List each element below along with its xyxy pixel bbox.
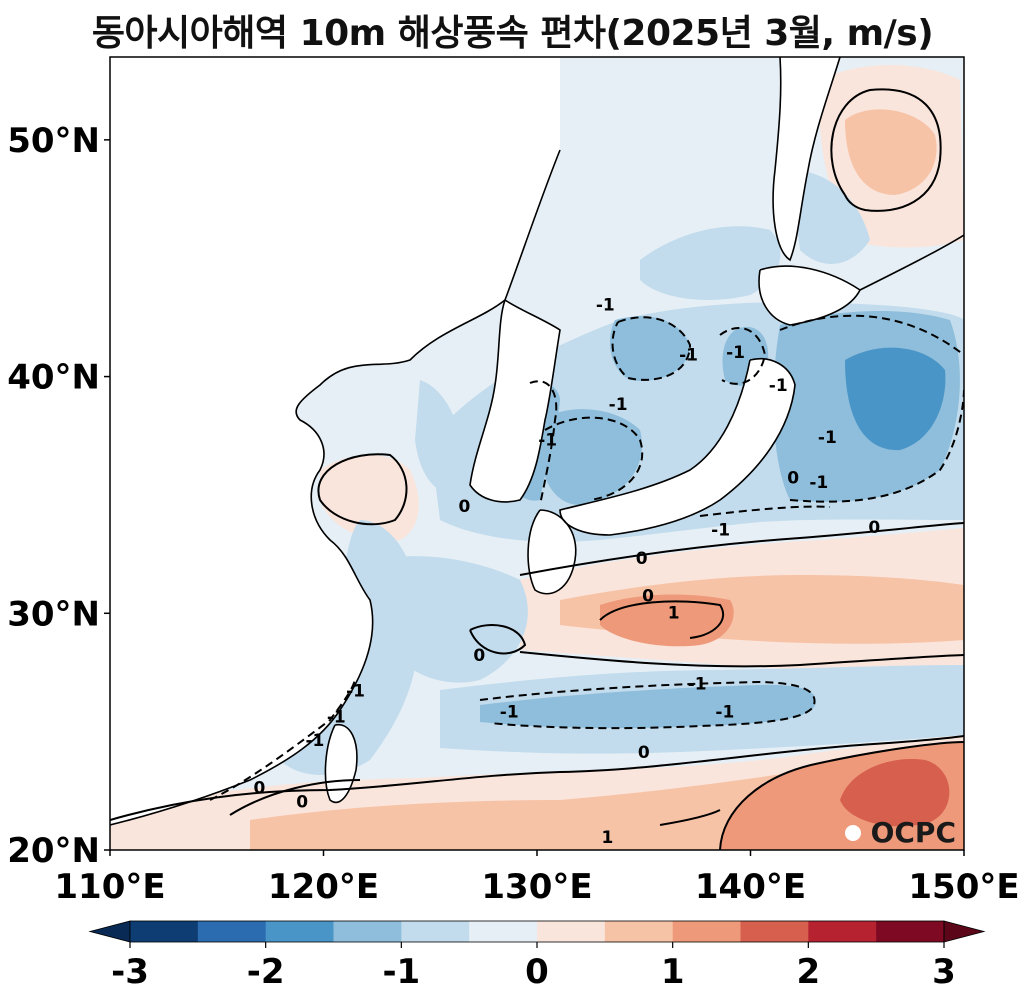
contour-label: -1	[726, 343, 745, 363]
credit-label: OCPC	[871, 816, 956, 849]
y-tick-label: 40°N	[7, 358, 100, 398]
wind-anomaly-field	[110, 57, 964, 850]
map-title: 동아시아해역 10m 해상풍속 편차(2025년 3월, m/s)	[91, 13, 934, 54]
x-tick-label: 120°E	[268, 867, 379, 907]
y-axis-ticks: 20°N 30°N 40°N 50°N	[7, 121, 110, 871]
colorbar-tick-label: 2	[796, 952, 820, 992]
y-tick-label: 30°N	[7, 594, 100, 634]
colorbar-under-arrow	[88, 920, 131, 943]
contour-label: 0	[868, 518, 880, 538]
colorbar-tick-label: -3	[111, 952, 149, 992]
colorbar-ticks: -3 -2 -1 0 1 2 3	[111, 942, 956, 992]
contour-label: 0	[642, 587, 654, 607]
x-tick-label: 150°E	[908, 867, 1019, 907]
colorbar-segment	[130, 921, 199, 942]
contour-label: 0	[638, 743, 650, 763]
contour-label: 0	[473, 646, 485, 666]
colorbar-segment	[197, 921, 267, 942]
contour-label: 0	[636, 549, 648, 569]
colorbar-segment	[469, 921, 538, 942]
contour-label: -1	[306, 731, 325, 751]
colorbar-segment	[740, 921, 809, 942]
contour-label: 0	[254, 778, 266, 798]
contour-label: -1	[711, 520, 730, 540]
colorbar-segment	[401, 921, 470, 942]
contour-label: 0	[296, 793, 308, 813]
contour-label: 0	[458, 497, 470, 517]
colorbar-segment	[808, 921, 877, 942]
colorbar-segment	[672, 921, 741, 942]
colorbar-over-arrow	[943, 920, 986, 943]
contour-label: 0	[787, 468, 799, 488]
contour-label: -1	[346, 681, 365, 701]
contour-label: -1	[327, 707, 346, 727]
x-axis-ticks: 110°E 120°E 130°E 140°E 150°E	[54, 850, 1020, 907]
contour-label: -1	[769, 376, 788, 396]
y-tick-label: 50°N	[7, 121, 100, 161]
contour-label: -1	[715, 703, 734, 723]
colorbar-tick-label: 0	[525, 952, 549, 992]
x-tick-label: 130°E	[481, 867, 592, 907]
contour-label: -1	[609, 395, 628, 415]
colorbar-tick-label: -2	[247, 952, 285, 992]
colorbar-tick-label: 1	[661, 952, 685, 992]
contour-label: 1	[668, 603, 680, 623]
colorbar-tick-label: -1	[382, 952, 420, 992]
contour-label: -1	[809, 473, 828, 493]
colorbar: -3 -2 -1 0 1 2 3	[88, 920, 986, 992]
colorbar-segment	[333, 921, 402, 942]
x-tick-label: 140°E	[695, 867, 806, 907]
colorbar-segment	[876, 921, 945, 942]
contour-label: -1	[500, 703, 519, 723]
colorbar-segment	[265, 921, 334, 942]
colorbar-segments	[88, 920, 986, 943]
contour-label: -1	[538, 430, 557, 450]
contour-label: -1	[679, 345, 698, 365]
y-tick-label: 20°N	[7, 831, 100, 871]
contour-label: -1	[688, 674, 707, 694]
contour-label: 1	[602, 828, 614, 848]
colorbar-tick-label: 3	[932, 952, 956, 992]
credit-marker	[845, 825, 861, 841]
contour-label: -1	[596, 296, 615, 316]
colorbar-segment	[604, 921, 674, 942]
coastlines	[110, 57, 964, 826]
colorbar-segment	[537, 921, 606, 942]
x-tick-label: 110°E	[54, 867, 165, 907]
contour-label: -1	[818, 428, 837, 448]
